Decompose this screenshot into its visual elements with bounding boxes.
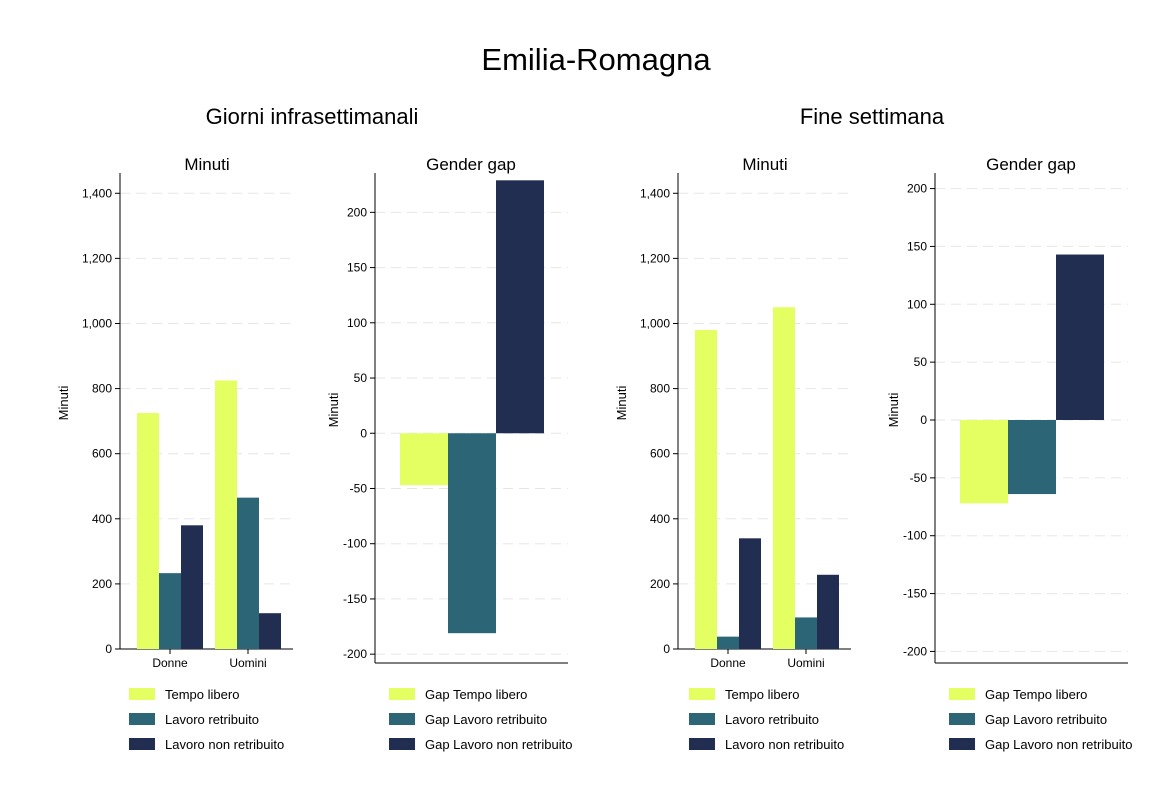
y-tick-label: 1,400 xyxy=(640,186,670,200)
bar-gap-1 xyxy=(448,433,496,634)
x-tick-label: Donne xyxy=(710,656,746,670)
y-axis-label: Minuti xyxy=(326,393,341,428)
bar-uomini-0 xyxy=(215,380,237,649)
legend-label: Tempo libero xyxy=(165,687,239,702)
section-title-weekend: Fine settimana xyxy=(800,104,945,129)
legend-label: Lavoro non retribuito xyxy=(725,737,844,752)
legend-label: Lavoro non retribuito xyxy=(165,737,284,752)
y-tick-label: 0 xyxy=(360,426,367,440)
bar-donne-0 xyxy=(137,413,159,649)
y-tick-label: 100 xyxy=(907,297,927,311)
y-tick-label: 150 xyxy=(347,261,367,275)
x-tick-label: Donne xyxy=(152,656,188,670)
y-tick-label: 50 xyxy=(354,371,368,385)
panel-weekend-minutes: Minuti Minuti 0 200 400 600 800 1,000 1,200 1,400… xyxy=(614,155,851,752)
figure-title: Emilia-Romagna xyxy=(481,42,711,77)
bar-gap-0 xyxy=(960,420,1008,504)
legend-label: Gap Lavoro retribuito xyxy=(985,712,1107,727)
panel-title: Minuti xyxy=(184,155,229,174)
y-tick-label: 50 xyxy=(914,355,928,369)
legend-label: Gap Tempo libero xyxy=(425,687,527,702)
y-tick-label: 100 xyxy=(347,316,367,330)
legend-swatch xyxy=(689,713,715,725)
y-tick-label: 800 xyxy=(650,382,670,396)
y-tick-label: 1,200 xyxy=(82,251,112,265)
legend-label: Lavoro retribuito xyxy=(165,712,259,727)
bar-donne-2 xyxy=(739,538,761,649)
legend-label: Gap Lavoro retribuito xyxy=(425,712,547,727)
legend-swatch xyxy=(129,713,155,725)
y-tick-label: 800 xyxy=(92,382,112,396)
legend-swatch xyxy=(949,713,975,725)
y-tick-label: -200 xyxy=(903,644,927,658)
bar-uomini-2 xyxy=(259,613,281,649)
y-tick-label: 1,200 xyxy=(640,251,670,265)
y-tick-label: 400 xyxy=(650,512,670,526)
y-tick-label: 600 xyxy=(92,447,112,461)
bar-donne-0 xyxy=(695,329,717,649)
panel-title: Gender gap xyxy=(426,155,516,174)
legend-swatch xyxy=(129,738,155,750)
panel-title: Minuti xyxy=(742,155,787,174)
y-tick-label: -50 xyxy=(910,471,928,485)
y-tick-label: 400 xyxy=(92,512,112,526)
y-tick-label: -150 xyxy=(903,587,927,601)
bar-uomini-1 xyxy=(237,497,259,649)
y-tick-label: 1,000 xyxy=(640,316,670,330)
panel-weekdays-gender-gap: Gender gap Minuti -200 -150 -100 -50 0 50 100 150… xyxy=(326,155,572,752)
y-tick-label: -150 xyxy=(343,592,367,606)
y-tick-label: 200 xyxy=(347,205,367,219)
y-tick-label: 0 xyxy=(663,642,670,656)
y-axis-label: Minuti xyxy=(56,386,71,421)
y-tick-label: -50 xyxy=(350,481,368,495)
legend-label: Gap Lavoro non retribuito xyxy=(425,737,572,752)
y-tick-label: 1,000 xyxy=(82,316,112,330)
bar-donne-1 xyxy=(717,636,739,649)
bar-gap-1 xyxy=(1008,420,1056,495)
legend-swatch xyxy=(689,688,715,700)
y-tick-label: 600 xyxy=(650,447,670,461)
panel-title: Gender gap xyxy=(986,155,1076,174)
bar-donne-2 xyxy=(181,525,203,649)
legend-swatch xyxy=(689,738,715,750)
legend-label: Gap Lavoro non retribuito xyxy=(985,737,1132,752)
legend-label: Tempo libero xyxy=(725,687,799,702)
legend-swatch xyxy=(129,688,155,700)
y-tick-label: 200 xyxy=(907,182,927,196)
legend-swatch xyxy=(949,688,975,700)
panel-weekend-gender-gap: Gender gap Minuti -200 -150 -100 -50 0 50 100 150… xyxy=(886,155,1132,752)
legend-swatch xyxy=(389,713,415,725)
y-tick-label: 0 xyxy=(105,642,112,656)
bar-donne-1 xyxy=(159,573,181,649)
bar-gap-0 xyxy=(400,433,448,486)
y-tick-label: 200 xyxy=(92,577,112,591)
legend-label: Lavoro retribuito xyxy=(725,712,819,727)
bar-uomini-1 xyxy=(795,617,817,649)
legend-swatch xyxy=(389,688,415,700)
bar-uomini-0 xyxy=(773,307,795,649)
x-tick-label: Uomini xyxy=(787,656,824,670)
section-title-weekdays: Giorni infrasettimanali xyxy=(206,104,419,129)
y-tick-label: 150 xyxy=(907,239,927,253)
y-tick-label: 200 xyxy=(650,577,670,591)
y-tick-label: -100 xyxy=(903,529,927,543)
y-tick-label: -100 xyxy=(343,537,367,551)
y-axis-label: Minuti xyxy=(886,393,901,428)
y-tick-label: 0 xyxy=(920,413,927,427)
bar-gap-2 xyxy=(496,180,544,434)
y-tick-label: -200 xyxy=(343,647,367,661)
panel-weekdays-minutes: Minuti Minuti 0 200 400 600 800 1,000 1,200 1,400… xyxy=(56,155,293,752)
bar-gap-2 xyxy=(1056,254,1104,420)
legend-label: Gap Tempo libero xyxy=(985,687,1087,702)
legend-swatch xyxy=(949,738,975,750)
legend-swatch xyxy=(389,738,415,750)
x-tick-label: Uomini xyxy=(229,656,266,670)
y-axis-label: Minuti xyxy=(614,386,629,421)
y-tick-label: 1,400 xyxy=(82,186,112,200)
bar-uomini-2 xyxy=(817,574,839,649)
